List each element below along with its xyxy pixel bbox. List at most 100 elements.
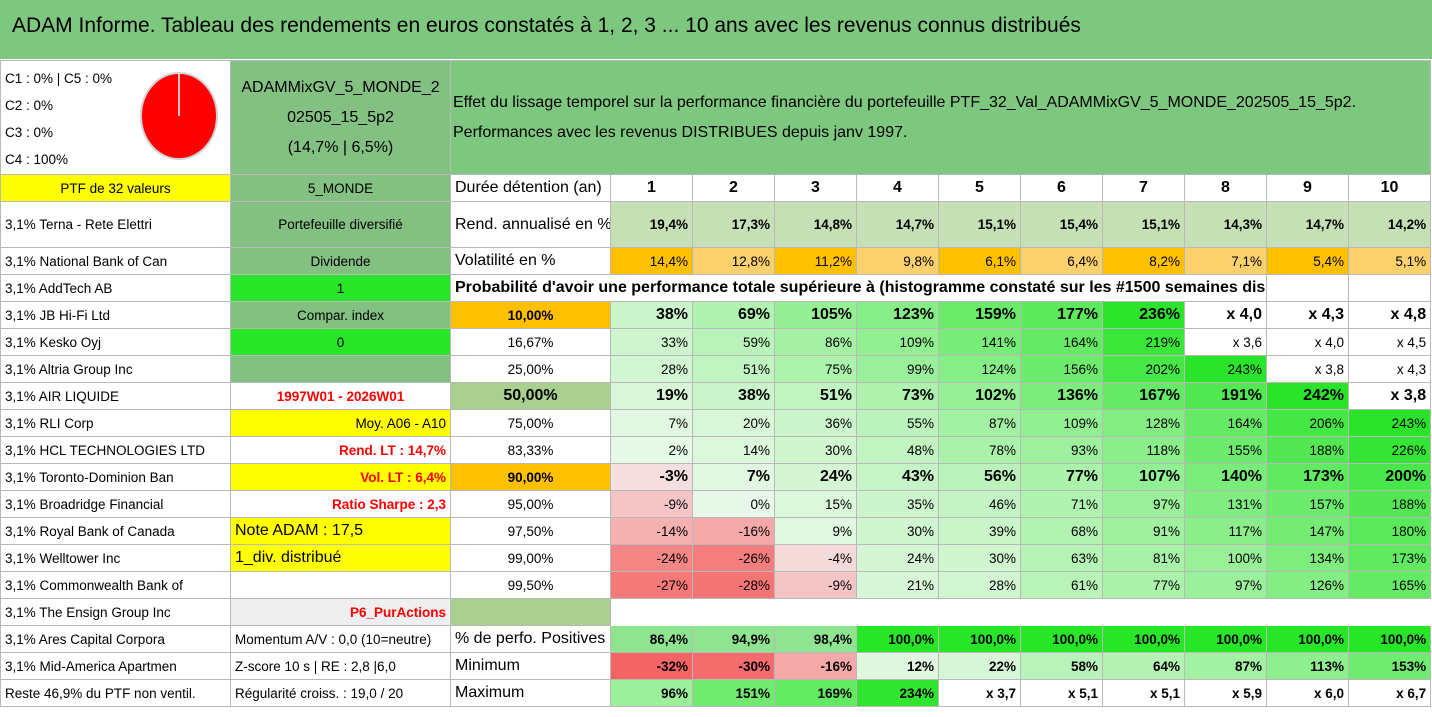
proba-value: 77% <box>1102 571 1185 599</box>
proba-value: 117% <box>1184 517 1267 545</box>
proba-value: 43% <box>856 463 939 491</box>
proba-value: 191% <box>1184 382 1267 410</box>
proba-value: 147% <box>1266 517 1349 545</box>
rend-value: 15,4% <box>1020 201 1103 248</box>
empty-cell <box>856 598 939 626</box>
table-row: 3,1% Mid-America Apartmen Z-score 10 s | … <box>0 652 1432 680</box>
note-adam-label: Note ADAM : 17,5 <box>230 517 451 545</box>
proba-value: 206% <box>1266 409 1349 437</box>
table-row: 3,1% Altria Group Inc 25,00% 28% 51% 75% 99% 1… <box>0 355 1432 383</box>
description-line1: Effet du lissage temporel sur la perform… <box>453 93 1357 111</box>
momentum-label: Momentum A/V : 0,0 (10=neutre) <box>230 625 451 653</box>
proba-value: 77% <box>1020 463 1103 491</box>
vol-value: 11,2% <box>774 247 857 275</box>
allocation-cell: C1 : 0% | C5 : 0% C2 : 0% C3 : 0% C4 : 1… <box>0 60 231 175</box>
proba-value: 118% <box>1102 436 1185 464</box>
proba-value: 75% <box>774 355 857 383</box>
ptf-label: PTF de 32 valeurs <box>0 174 231 202</box>
proba-value: 242% <box>1266 382 1349 410</box>
proba-header: Probabilité d'avoir une performance tota… <box>450 274 1267 302</box>
holding-name: 3,1% JB Hi-Fi Ltd <box>0 301 231 329</box>
proba-value: 173% <box>1347 544 1432 572</box>
table-row: 3,1% Commonwealth Bank of 99,50% -27% -28% -… <box>0 571 1432 599</box>
minimum-value: 58% <box>1020 652 1103 680</box>
proba-value: 91% <box>1102 517 1185 545</box>
empty-cell <box>230 355 451 383</box>
positive-value: 100,0% <box>1102 625 1185 653</box>
proba-value: 48% <box>856 436 939 464</box>
proba-value: 97% <box>1102 490 1185 518</box>
proba-value: 99% <box>856 355 939 383</box>
year-header: 10 <box>1347 174 1432 202</box>
holding-name: 3,1% HCL TECHNOLOGIES LTD <box>0 436 231 464</box>
proba-value: 243% <box>1184 355 1267 383</box>
proba-value: 63% <box>1020 544 1103 572</box>
positive-value: 98,4% <box>774 625 857 653</box>
proba-value: x 4,0 <box>1266 328 1349 356</box>
proba-value: 87% <box>938 409 1021 437</box>
proba-value: 30% <box>938 544 1021 572</box>
empty-cell <box>1020 598 1103 626</box>
proba-percent: 25,00% <box>450 355 611 383</box>
proba-value: 128% <box>1102 409 1185 437</box>
empty-cell <box>1266 598 1349 626</box>
proba-value: 109% <box>1020 409 1103 437</box>
proba-value: -26% <box>692 544 775 572</box>
positives-label: % de perfo. Positives <box>450 625 611 653</box>
table-row: PTF de 32 valeurs 5_MONDE Durée détention … <box>0 174 1432 202</box>
table-row: 3,1% HCL TECHNOLOGIES LTD Rend. LT : 14,7… <box>0 436 1432 464</box>
vol-value: 7,1% <box>1184 247 1267 275</box>
year-header: 7 <box>1102 174 1185 202</box>
holding-name: 3,1% Commonwealth Bank of <box>0 571 231 599</box>
proba-value: 159% <box>938 301 1021 329</box>
proba-value: 134% <box>1266 544 1349 572</box>
empty-cell <box>1347 598 1432 626</box>
holding-name: 3,1% Mid-America Apartmen <box>0 652 231 680</box>
empty-cell <box>1266 274 1349 302</box>
empty-cell <box>774 598 857 626</box>
positive-value: 100,0% <box>1347 625 1432 653</box>
maximum-value: x 6,0 <box>1266 679 1349 707</box>
table-row: 3,1% Terna - Rete Elettri Portefeuille di… <box>0 201 1432 248</box>
rend-value: 14,8% <box>774 201 857 248</box>
proba-value: 164% <box>1020 328 1103 356</box>
moy-label: Moy. A06 - A10 <box>230 409 451 437</box>
proba-value: 124% <box>938 355 1021 383</box>
proba-value: 200% <box>1347 463 1432 491</box>
proba-value: 36% <box>774 409 857 437</box>
proba-value: 38% <box>610 301 693 329</box>
table-row: 3,1% AIR LIQUIDE 1997W01 - 2026W01 50,00% 1… <box>0 382 1432 410</box>
proba-value: 68% <box>1020 517 1103 545</box>
proba-value: -9% <box>610 490 693 518</box>
holding-name: 3,1% The Ensign Group Inc <box>0 598 231 626</box>
rend-label: Rend. annualisé en % <box>450 201 611 248</box>
proba-value: 102% <box>938 382 1021 410</box>
year-header: 4 <box>856 174 939 202</box>
proba-value: x 4,3 <box>1347 355 1432 383</box>
empty-cell <box>610 598 693 626</box>
empty-cell <box>230 571 451 599</box>
proba-value: 19% <box>610 382 693 410</box>
minimum-value: 153% <box>1347 652 1432 680</box>
proba-value: -28% <box>692 571 775 599</box>
proba-value: 21% <box>856 571 939 599</box>
proba-value: 123% <box>856 301 939 329</box>
proba-value: 140% <box>1184 463 1267 491</box>
vol-value: 5,4% <box>1266 247 1349 275</box>
portefeuille-label: Portefeuille diversifié <box>230 201 451 248</box>
minimum-label: Minimum <box>450 652 611 680</box>
minimum-value: -16% <box>774 652 857 680</box>
proba-value: 61% <box>1020 571 1103 599</box>
holding-name: 3,1% Terna - Rete Elettri <box>0 201 231 248</box>
proba-value: 55% <box>856 409 939 437</box>
table-row: 3,1% RLI Corp Moy. A06 - A10 75,00% 7% 20% 36… <box>0 409 1432 437</box>
proba-value: 107% <box>1102 463 1185 491</box>
c1-c5-label: C1 : 0% | C5 : 0% <box>5 71 113 86</box>
proba-value: 0% <box>692 490 775 518</box>
holding-name: 3,1% Kesko Oyj <box>0 328 231 356</box>
proba-value: 243% <box>1347 409 1432 437</box>
proba-value: 167% <box>1102 382 1185 410</box>
proba-value: 100% <box>1184 544 1267 572</box>
holding-name: 3,1% Altria Group Inc <box>0 355 231 383</box>
proba-value: 86% <box>774 328 857 356</box>
